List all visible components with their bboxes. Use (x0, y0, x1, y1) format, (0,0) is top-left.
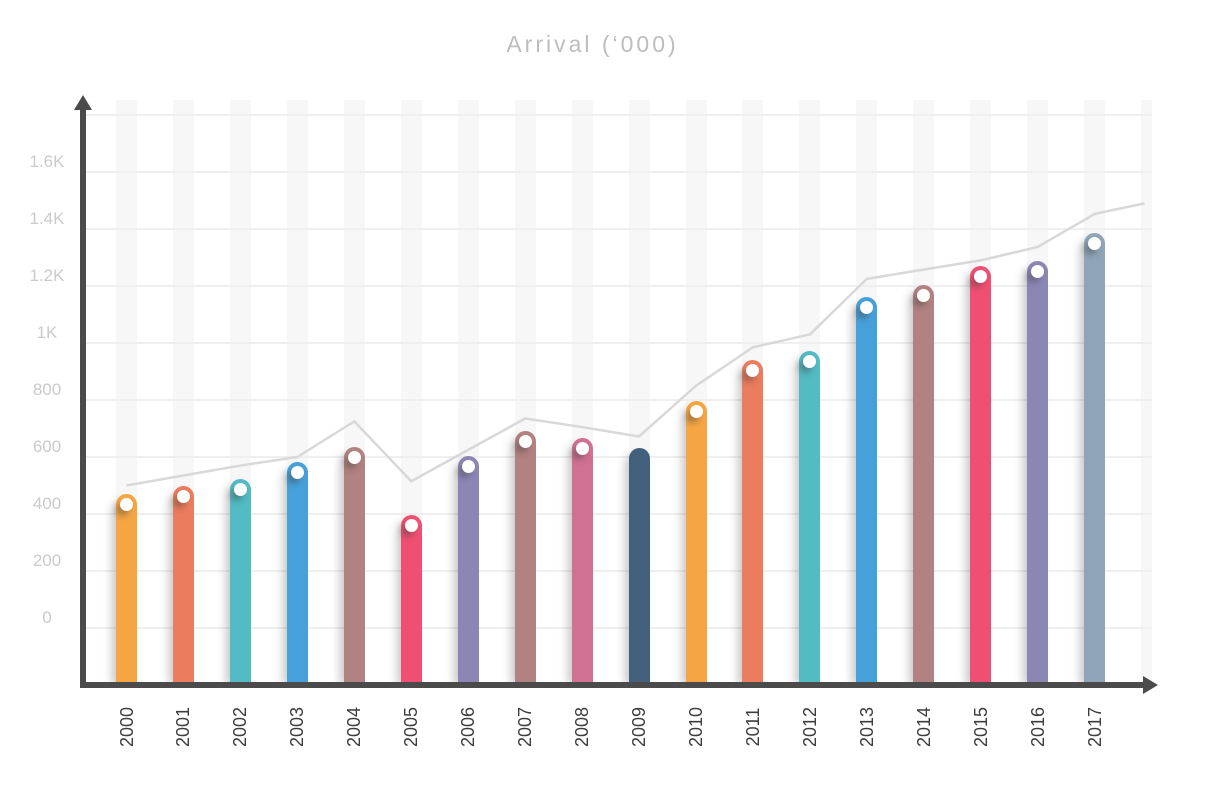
bar-marker (917, 289, 931, 303)
x-axis-arrow-icon (1143, 676, 1158, 694)
background-stripe (1141, 100, 1152, 682)
bar-2011 (742, 359, 764, 682)
bar-marker (1031, 265, 1045, 279)
x-tick-label-2002: 2002 (230, 706, 251, 748)
bar-2004 (343, 446, 365, 682)
gridline (86, 399, 1152, 401)
gridline (86, 627, 1152, 629)
bar-marker (404, 518, 418, 532)
x-tick-label-2012: 2012 (799, 706, 820, 748)
bar-marker (860, 300, 874, 314)
chart-title: Arrival (‘000) (506, 31, 679, 57)
bar-marker (347, 450, 361, 464)
y-tick-label: 1.2K (29, 266, 65, 285)
y-tick-label: 800 (32, 380, 62, 399)
bar-marker (974, 269, 988, 283)
gridline (86, 456, 1152, 458)
x-tick-label-2015: 2015 (970, 706, 991, 748)
bar-marker (518, 434, 532, 448)
plot-area (86, 100, 1152, 682)
x-tick-label-2000: 2000 (116, 706, 137, 748)
x-tick-label-2017: 2017 (1084, 706, 1105, 748)
x-tick-label-2013: 2013 (856, 706, 877, 748)
bar-2006 (457, 456, 479, 682)
gridline (86, 513, 1152, 515)
bar-2015 (970, 265, 992, 682)
bar-2002 (229, 479, 251, 682)
x-tick-label-2014: 2014 (913, 706, 934, 748)
x-tick-label-2007: 2007 (515, 706, 536, 748)
gridline (86, 228, 1152, 230)
bar-2007 (514, 430, 536, 682)
bar-marker (689, 404, 703, 418)
y-tick-label: 1.4K (29, 209, 65, 228)
bar-2001 (172, 486, 194, 682)
gridline (86, 171, 1152, 173)
x-tick-label-2008: 2008 (572, 706, 593, 748)
x-tick-label-2006: 2006 (458, 706, 479, 748)
bar-2008 (571, 437, 593, 682)
y-tick-label: 200 (32, 551, 62, 570)
x-tick-label-2010: 2010 (686, 706, 706, 748)
bar-2000 (116, 493, 137, 682)
y-axis-line (80, 108, 86, 688)
y-axis-arrow-icon (74, 95, 92, 110)
bar-marker (461, 460, 475, 474)
bar-2014 (913, 285, 935, 682)
bar-2010 (685, 400, 707, 682)
bar-marker (803, 355, 817, 369)
bar-marker (233, 483, 247, 497)
bar-marker (746, 363, 760, 377)
x-tick-label-2005: 2005 (401, 706, 422, 748)
gridline (86, 342, 1152, 344)
bar-marker (290, 466, 304, 480)
y-tick-label: 400 (32, 494, 62, 513)
trend-line (126, 202, 1145, 487)
bar-2003 (286, 462, 308, 682)
x-tick-label-2001: 2001 (173, 706, 194, 748)
y-tick-label: 1K (36, 323, 58, 342)
bar-2017 (1084, 232, 1106, 682)
y-tick-label: 0 (42, 608, 52, 627)
x-tick-label-2016: 2016 (1027, 706, 1048, 748)
bar-2013 (856, 296, 878, 682)
bar-marker (120, 497, 133, 511)
bar-2016 (1027, 261, 1049, 682)
trend-polyline (126, 202, 1145, 487)
bar-2009 (628, 447, 650, 682)
bar-marker (1088, 236, 1102, 250)
x-tick-label-2011: 2011 (742, 707, 763, 747)
x-tick-label-2004: 2004 (344, 706, 365, 748)
bar-2012 (799, 351, 821, 682)
bar-marker (575, 441, 589, 455)
gridline (86, 114, 1152, 116)
x-tick-label-2003: 2003 (287, 706, 308, 748)
y-tick-label: 1.6K (29, 152, 65, 171)
y-tick-label: 600 (32, 437, 62, 456)
bar-marker (176, 490, 190, 504)
bar-2005 (400, 514, 422, 682)
x-axis-line (80, 682, 1143, 688)
x-tick-label-2009: 2009 (629, 706, 650, 748)
gridline (86, 285, 1152, 287)
gridline (86, 570, 1152, 572)
